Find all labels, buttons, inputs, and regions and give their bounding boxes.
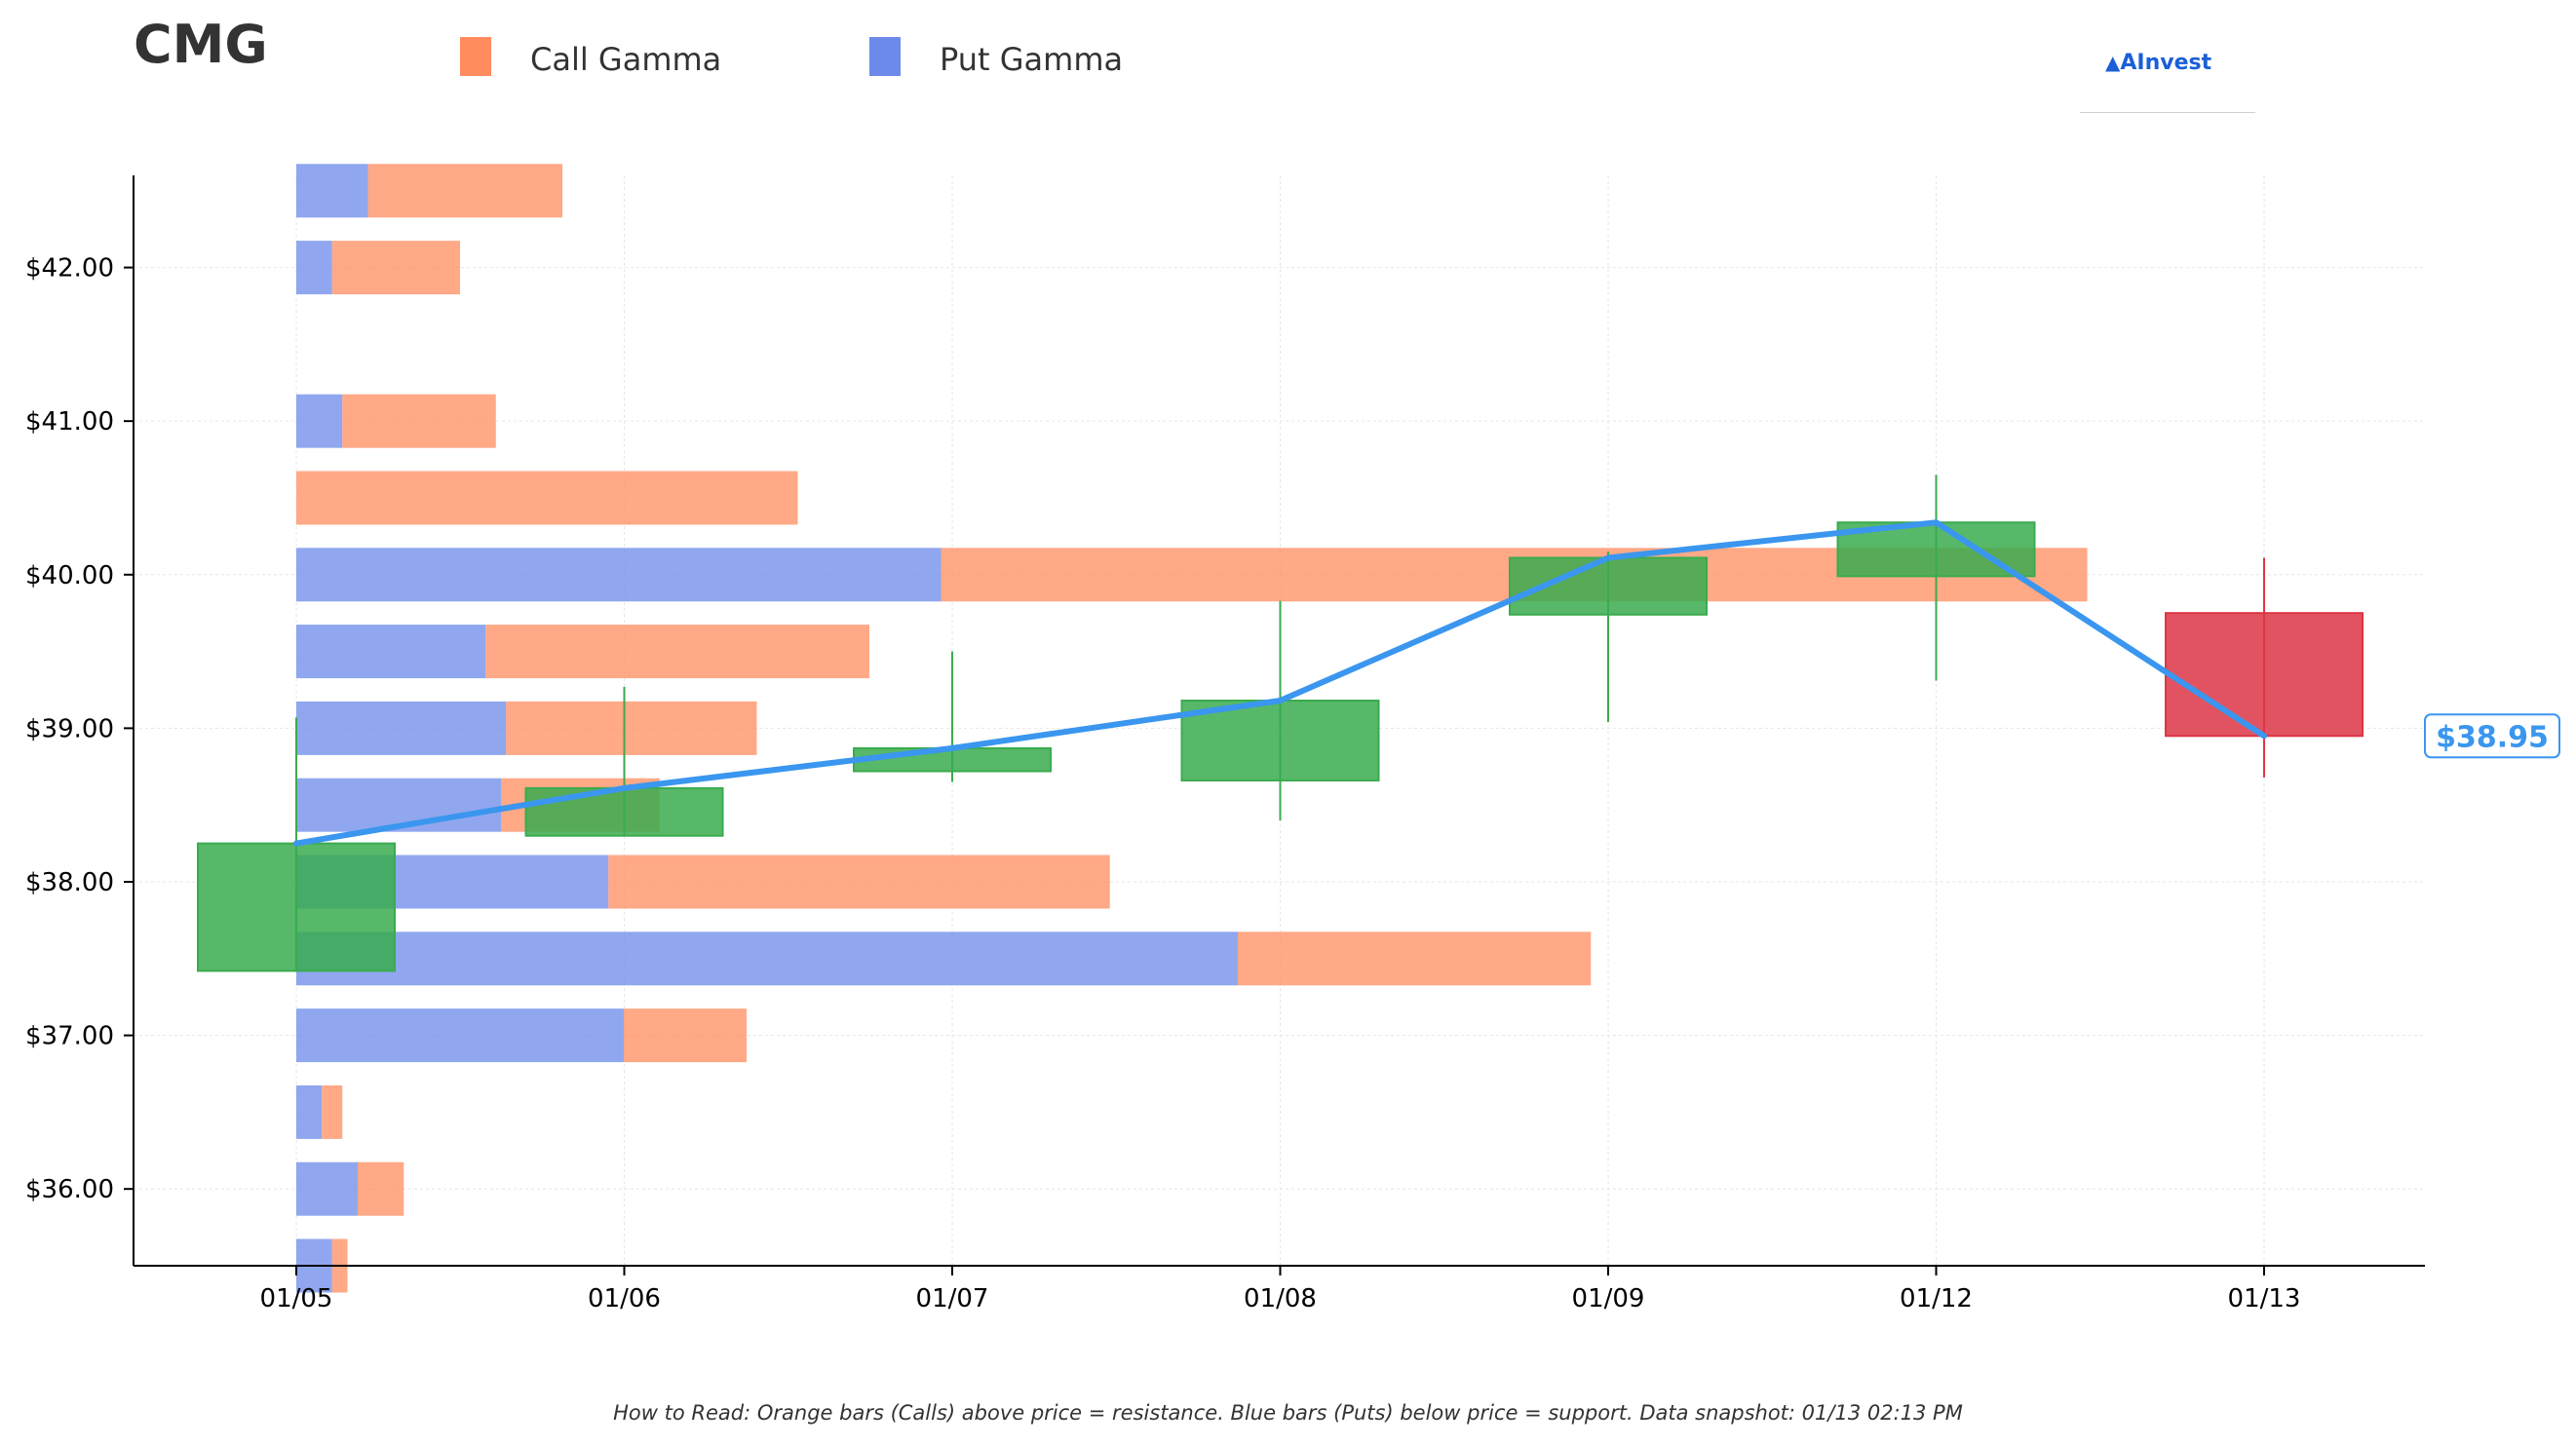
call-gamma-bar <box>358 1161 404 1216</box>
call-gamma-swatch <box>460 37 491 76</box>
put-gamma-bar <box>296 701 507 755</box>
put-gamma-swatch <box>869 37 901 76</box>
last-price-label: $38.95 <box>2436 720 2549 754</box>
put-gamma-bar <box>296 548 942 602</box>
candle-body <box>1180 700 1380 781</box>
candle-body <box>853 746 1052 773</box>
last-price-box <box>2424 713 2560 759</box>
put-gamma-label: Put Gamma <box>940 41 1124 78</box>
call-gamma-bar <box>296 471 798 525</box>
candle-body <box>524 786 724 837</box>
candle-body <box>197 842 396 972</box>
axes: $36.00 $37.00 $38.00 $39.00 $40.00 $41.00 $42.… <box>25 175 2425 1313</box>
how-to-read-footnote: How to Read: Orange bars (Calls) above p… <box>613 1401 1963 1425</box>
put-gamma-bar <box>296 625 486 679</box>
y-tick-label: $38.00 <box>25 868 114 897</box>
logo-text: AInvest <box>2120 51 2212 75</box>
call-gamma-bar <box>367 164 562 218</box>
y-tick-label: $37.00 <box>25 1022 114 1051</box>
y-tick-label: $42.00 <box>25 254 114 284</box>
put-gamma-bar <box>296 394 343 448</box>
put-gamma-bar <box>296 1008 624 1063</box>
call-gamma-bar <box>342 394 496 448</box>
x-tick-label: 01/05 <box>260 1284 333 1313</box>
put-gamma-bar <box>296 164 368 218</box>
candlesticks <box>197 475 2364 972</box>
y-tick-label: $40.00 <box>25 561 114 590</box>
y-tick-label: $41.00 <box>25 407 114 437</box>
put-gamma-bar <box>296 1161 358 1216</box>
ainvest-logo: ▲AInvest <box>2105 51 2211 75</box>
logo-chart-icon: ▲ <box>2105 51 2121 74</box>
close-price-line <box>293 519 2267 847</box>
call-gamma-bar <box>322 1084 343 1139</box>
call-gamma-bar <box>331 241 460 295</box>
call-gamma-label: Call Gamma <box>530 41 722 78</box>
call-gamma-bar <box>608 855 1110 909</box>
y-tick-label: $39.00 <box>25 714 114 743</box>
ticker-title: CMG <box>134 14 268 75</box>
candle-body <box>2165 612 2364 738</box>
call-gamma-bar <box>506 701 757 755</box>
close-price-line <box>293 519 2267 847</box>
x-tick-label: 01/09 <box>1572 1284 1645 1313</box>
x-tick-label: 01/06 <box>588 1284 661 1313</box>
x-tick-label: 01/08 <box>1244 1284 1317 1313</box>
call-gamma-bar <box>624 1008 747 1063</box>
put-gamma-bar <box>296 1084 323 1139</box>
put-gamma-bar <box>296 778 501 832</box>
logo-divider <box>2080 112 2255 113</box>
x-tick-label: 01/13 <box>2228 1284 2301 1313</box>
x-tick-label: 01/07 <box>916 1284 989 1313</box>
call-gamma-bar <box>1238 932 1592 986</box>
y-tick-label: $36.00 <box>25 1175 114 1204</box>
last-price-label: $38.95 <box>2424 713 2560 759</box>
put-gamma-bar <box>296 241 332 295</box>
x-tick-label: 01/12 <box>1900 1284 1973 1313</box>
call-gamma-bar <box>485 625 869 679</box>
put-gamma-bar <box>296 932 1238 986</box>
